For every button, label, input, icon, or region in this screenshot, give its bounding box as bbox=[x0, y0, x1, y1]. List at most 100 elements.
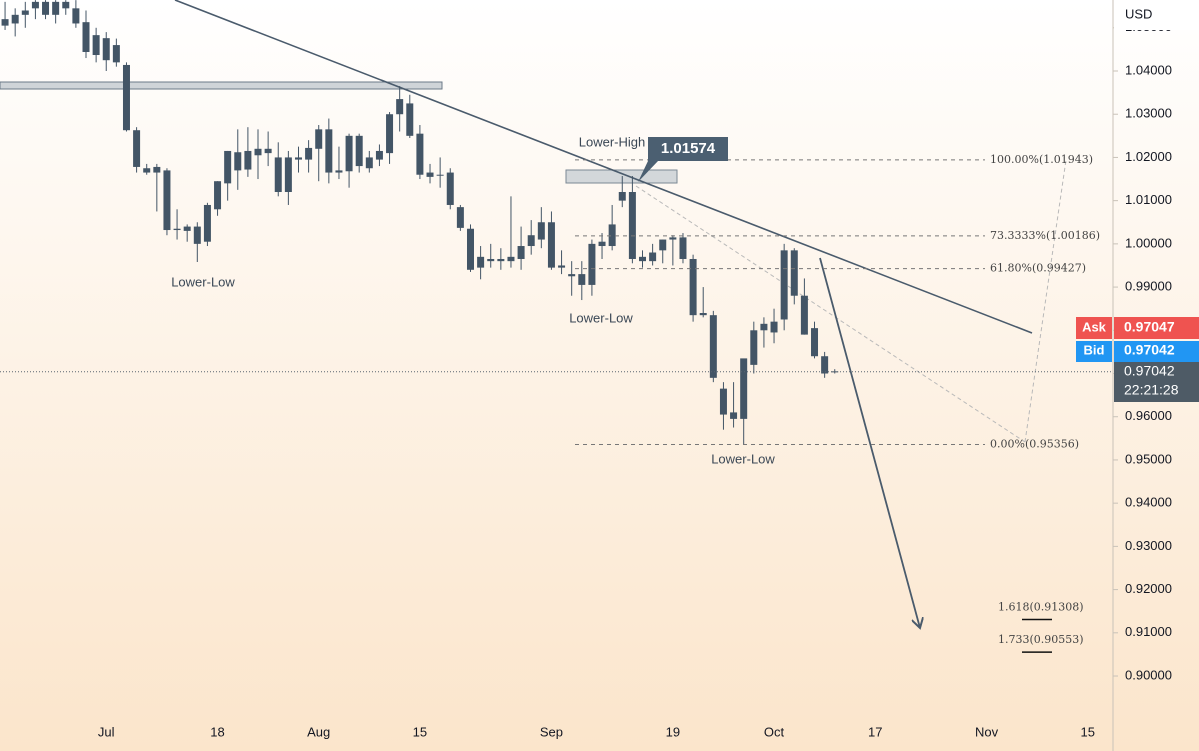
candle-body bbox=[183, 226, 191, 231]
candle-body bbox=[294, 157, 302, 160]
candle-body bbox=[547, 222, 555, 268]
candle-body bbox=[558, 265, 566, 268]
bid-box bbox=[1114, 341, 1199, 362]
candle-body bbox=[274, 157, 282, 193]
x-tick-label: Sep bbox=[540, 724, 563, 739]
candle-body bbox=[507, 256, 515, 262]
candle-body bbox=[11, 14, 19, 24]
candle-body bbox=[406, 103, 414, 136]
fib-label: 0.00%(0.95356) bbox=[990, 438, 1079, 451]
y-tick-label: 0.91000 bbox=[1125, 624, 1172, 639]
levels: 100.00%(1.01943) 73.3333%(1.00186) 61.80%(… bbox=[0, 153, 1113, 653]
candle-body bbox=[568, 274, 576, 277]
currency-bg bbox=[1114, 0, 1199, 30]
annotation: Lower-High bbox=[579, 134, 645, 149]
countdown: 22:21:28 bbox=[1124, 382, 1179, 398]
candle-body bbox=[446, 172, 454, 205]
candle-body bbox=[639, 256, 647, 262]
candle-body bbox=[173, 228, 181, 231]
candle-body bbox=[193, 226, 201, 244]
candle-body bbox=[203, 204, 211, 242]
candle-body bbox=[679, 237, 687, 259]
candle-body bbox=[517, 246, 525, 259]
candle-body bbox=[487, 258, 495, 262]
trend-line bbox=[174, 0, 1033, 334]
candle-body bbox=[386, 114, 394, 154]
candle-body bbox=[305, 147, 313, 160]
x-tick-label: 19 bbox=[666, 724, 680, 739]
y-tick-label: 1.00000 bbox=[1125, 235, 1172, 250]
candle-body bbox=[254, 148, 262, 156]
y-tick-label: 0.90000 bbox=[1125, 667, 1172, 682]
candle-body bbox=[102, 38, 110, 61]
fib-label: 100.00%(1.01943) bbox=[990, 153, 1093, 166]
candle-body bbox=[750, 330, 758, 365]
candle-body bbox=[497, 258, 505, 262]
bid-label-box bbox=[1076, 341, 1112, 362]
candle-body bbox=[669, 237, 677, 240]
y-tick-label: 0.93000 bbox=[1125, 538, 1172, 553]
candle-body bbox=[537, 222, 545, 240]
x-tick-label: 15 bbox=[1080, 724, 1094, 739]
last-box bbox=[1114, 362, 1199, 402]
annotation: Lower-Low bbox=[711, 451, 775, 466]
candle-body bbox=[82, 22, 90, 52]
y-tick-label: 0.94000 bbox=[1125, 495, 1172, 510]
candle-body bbox=[335, 170, 343, 173]
ask-label: Ask bbox=[1082, 319, 1107, 334]
y-tick-label: 1.04000 bbox=[1125, 62, 1172, 77]
candle-body bbox=[659, 239, 667, 251]
x-tick-label: Nov bbox=[975, 724, 999, 739]
resistance-zone bbox=[0, 81, 443, 90]
candle-body bbox=[709, 315, 717, 378]
candle-body bbox=[345, 135, 353, 172]
projection-arrow bbox=[819, 257, 920, 628]
candle-body bbox=[618, 192, 626, 201]
candle-body bbox=[315, 129, 323, 149]
candle-body bbox=[628, 192, 636, 259]
candle-body bbox=[92, 35, 100, 56]
candle-body bbox=[375, 150, 383, 160]
candle-body bbox=[133, 130, 141, 167]
x-tick-label: Jul bbox=[98, 724, 115, 739]
last-price: 0.97042 bbox=[1124, 363, 1175, 379]
y-tick-label: 1.01000 bbox=[1125, 192, 1172, 207]
candle-body bbox=[760, 323, 768, 331]
y-tick-label: 1.03000 bbox=[1125, 106, 1172, 121]
candle-body bbox=[800, 295, 808, 335]
fib-connector bbox=[1024, 159, 1067, 443]
candle-body bbox=[31, 1, 39, 9]
x-tick-label: 15 bbox=[413, 724, 427, 739]
candle-body bbox=[456, 207, 464, 228]
y-tick-label: 0.99000 bbox=[1125, 279, 1172, 294]
extension-label: 1.733(0.90553) bbox=[998, 633, 1084, 646]
bid-label: Bid bbox=[1084, 342, 1105, 357]
candle-body bbox=[436, 174, 444, 176]
candle-body bbox=[770, 321, 778, 333]
bid-price: 0.97042 bbox=[1124, 342, 1175, 358]
annotation: Lower-Low bbox=[171, 274, 235, 289]
candle-body bbox=[365, 157, 373, 169]
candle-body bbox=[578, 274, 586, 285]
ask-box bbox=[1114, 317, 1199, 339]
fib-connector bbox=[635, 185, 1026, 443]
candle-body bbox=[21, 10, 29, 15]
annotation: Lower-Low bbox=[569, 310, 633, 325]
ask-price: 0.97047 bbox=[1124, 319, 1175, 335]
candle-body bbox=[608, 224, 616, 247]
candle-body bbox=[284, 157, 292, 193]
candle-body bbox=[466, 228, 474, 270]
candle-body bbox=[52, 1, 60, 15]
candle-body bbox=[224, 150, 232, 184]
candle-body bbox=[780, 250, 788, 320]
candle-body bbox=[153, 166, 161, 173]
candle-body bbox=[244, 150, 252, 170]
candles bbox=[1, 0, 839, 445]
x-tick-label: 18 bbox=[210, 724, 224, 739]
candle-body bbox=[355, 135, 363, 167]
x-tick-label: 17 bbox=[868, 724, 882, 739]
y-tick-label: 0.92000 bbox=[1125, 581, 1172, 596]
candle-body bbox=[527, 235, 535, 247]
